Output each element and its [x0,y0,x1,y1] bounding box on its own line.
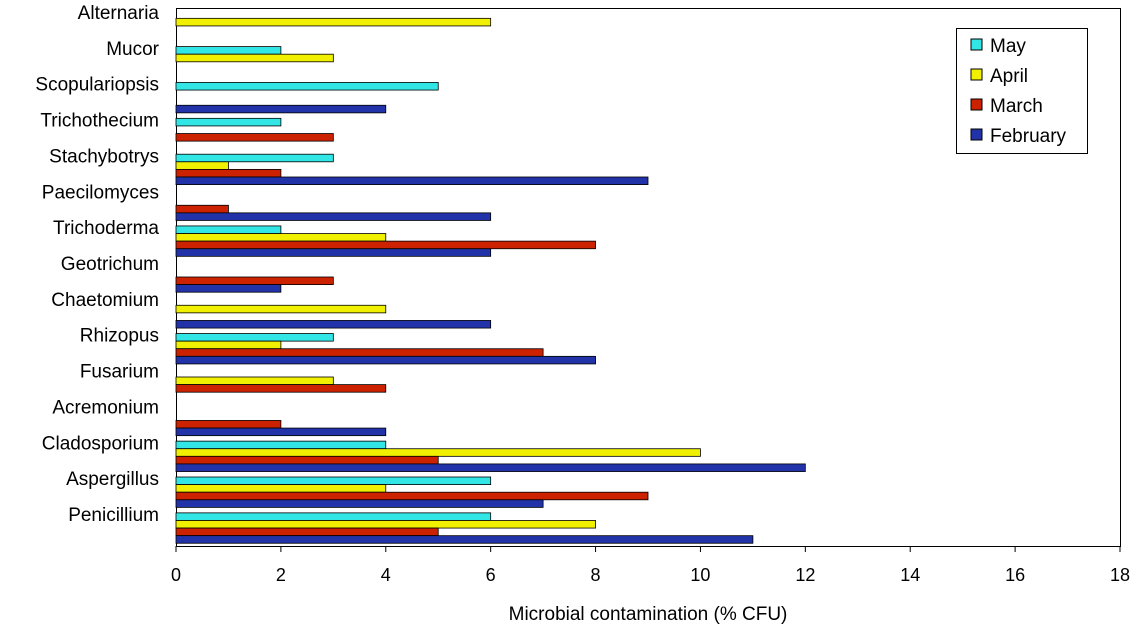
y-tick-label: Paecilomyces [42,182,159,203]
bar-april-cladosporium [175,448,701,457]
bar-may-trichoderma [175,225,282,234]
y-tick-label: Cladosporium [42,433,159,454]
bar-march-aspergillus [175,491,649,501]
x-tick-label: 12 [795,565,815,585]
bar-may-aspergillus [175,476,492,485]
bar-february-chaetomium [175,320,492,329]
legend-swatch-may [970,38,983,51]
bar-may-scopulariopsis [175,82,439,91]
bar-march-cladosporium [175,455,439,465]
bar-february-aspergillus [175,499,544,508]
bar-february-paecilomyces [175,212,492,221]
x-tick-label: 6 [486,565,496,585]
bar-february-stachybotrys [175,176,649,185]
bar-april-chaetomium [175,304,387,314]
bar-april-stachybotrys [175,161,229,170]
y-tick-label: Acremonium [52,397,159,418]
bar-may-cladosporium [175,440,387,450]
legend-swatch-april [970,68,983,81]
legend-swatch-february [970,128,983,141]
bar-april-rhizopus [175,340,282,350]
x-axis: 0 2 4 6 8 10 12 14 16 18 [171,546,1130,585]
bars-layer [175,17,806,544]
bar-april-mucor [175,53,334,63]
bar-march-trichothecium [175,133,334,142]
bar-march-acremonium [175,420,282,429]
y-tick-label: Aspergillus [66,469,159,490]
bar-february-acremonium [175,427,387,437]
bar-march-rhizopus [175,348,544,357]
bar-may-trichothecium [175,117,282,127]
bar-april-penicillium [175,520,596,529]
y-tick-label: Chaetomium [51,290,159,311]
legend-swatch-march [970,98,983,111]
x-tick-label: 0 [171,565,181,585]
bar-february-cladosporium [175,463,806,472]
bar-may-mucor [175,46,282,55]
x-tick-label: 10 [690,565,710,585]
legend-label-april: April [990,66,1028,87]
y-tick-label: Mucor [106,39,159,60]
x-tick-label: 8 [591,565,601,585]
bar-may-penicillium [175,512,492,521]
bar-february-trichoderma [175,248,492,257]
bar-march-trichoderma [175,240,596,250]
legend: May April March February [956,28,1088,154]
y-tick-label: Geotrichum [61,254,159,275]
x-tick-label: 14 [900,565,920,585]
bar-march-fusarium [175,384,387,393]
bar-april-trichoderma [175,233,387,242]
y-tick-label: Rhizopus [80,326,159,347]
bar-may-stachybotrys [175,153,334,163]
bar-february-scopulariopsis [175,104,387,114]
bar-february-geotrichum [175,284,282,293]
y-tick-label: Trichoderma [53,218,159,239]
bar-april-alternaria [175,17,492,27]
x-tick-label: 4 [381,565,391,585]
bar-february-rhizopus [175,355,596,365]
y-tick-label: Scopulariopsis [35,75,159,96]
bar-march-stachybotrys [175,168,282,178]
x-tick-label: 2 [276,565,286,585]
x-tick-label: 16 [1005,565,1025,585]
bar-march-geotrichum [175,276,334,285]
y-axis: Alternaria Mucor Scopulariopsis Trichotheci… [35,3,159,526]
bar-april-fusarium [175,376,334,385]
bar-april-aspergillus [175,484,387,493]
y-tick-label: Trichothecium [40,111,159,132]
bar-may-rhizopus [175,333,334,342]
y-tick-label: Stachybotrys [49,146,159,167]
legend-label-march: March [990,96,1043,117]
y-tick-label: Fusarium [80,362,159,383]
bar-march-penicillium [175,527,439,537]
bar-march-paecilomyces [175,204,229,214]
legend-label-february: February [990,126,1067,147]
x-axis-label: Microbial contamination (% CFU) [509,604,788,625]
x-tick-label: 18 [1110,565,1130,585]
legend-label-may: May [990,36,1026,57]
y-tick-label: Alternaria [78,3,160,24]
bar-february-penicillium [175,535,754,544]
y-tick-label: Penicillium [68,505,159,526]
